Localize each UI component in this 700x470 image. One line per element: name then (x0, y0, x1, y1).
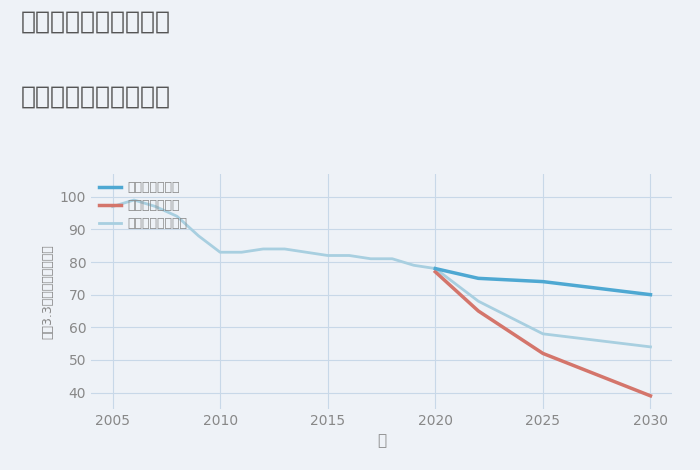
ノーマルシナリオ (259, 246, 267, 252)
ノーマルシナリオ (151, 204, 160, 209)
Y-axis label: 坪（3.3㎡）単価（万円）: 坪（3.3㎡）単価（万円） (41, 244, 54, 339)
ノーマルシナリオ (130, 197, 138, 203)
Legend: グッドシナリオ, バッドシナリオ, ノーマルシナリオ: グッドシナリオ, バッドシナリオ, ノーマルシナリオ (94, 176, 193, 235)
バッドシナリオ (646, 393, 654, 399)
バッドシナリオ (431, 269, 440, 274)
ノーマルシナリオ (173, 213, 181, 219)
グッドシナリオ (474, 275, 482, 281)
Text: 大阪府羽曳野市栄町の: 大阪府羽曳野市栄町の (21, 9, 171, 33)
グッドシナリオ (539, 279, 547, 284)
ノーマルシナリオ (108, 204, 117, 209)
Line: バッドシナリオ: バッドシナリオ (435, 272, 650, 396)
ノーマルシナリオ (345, 253, 354, 258)
ノーマルシナリオ (410, 262, 418, 268)
ノーマルシナリオ (302, 250, 310, 255)
グッドシナリオ (646, 292, 654, 298)
ノーマルシナリオ (237, 250, 246, 255)
バッドシナリオ (539, 351, 547, 356)
ノーマルシナリオ (367, 256, 375, 262)
ノーマルシナリオ (323, 253, 332, 258)
Line: ノーマルシナリオ: ノーマルシナリオ (113, 200, 435, 268)
X-axis label: 年: 年 (377, 433, 386, 448)
ノーマルシナリオ (281, 246, 289, 252)
ノーマルシナリオ (388, 256, 396, 262)
ノーマルシナリオ (216, 250, 224, 255)
Text: 中古戸建ての価格推移: 中古戸建ての価格推移 (21, 85, 171, 109)
Line: グッドシナリオ: グッドシナリオ (435, 268, 650, 295)
ノーマルシナリオ (195, 233, 203, 239)
グッドシナリオ (431, 266, 440, 271)
ノーマルシナリオ (431, 266, 440, 271)
バッドシナリオ (474, 308, 482, 314)
